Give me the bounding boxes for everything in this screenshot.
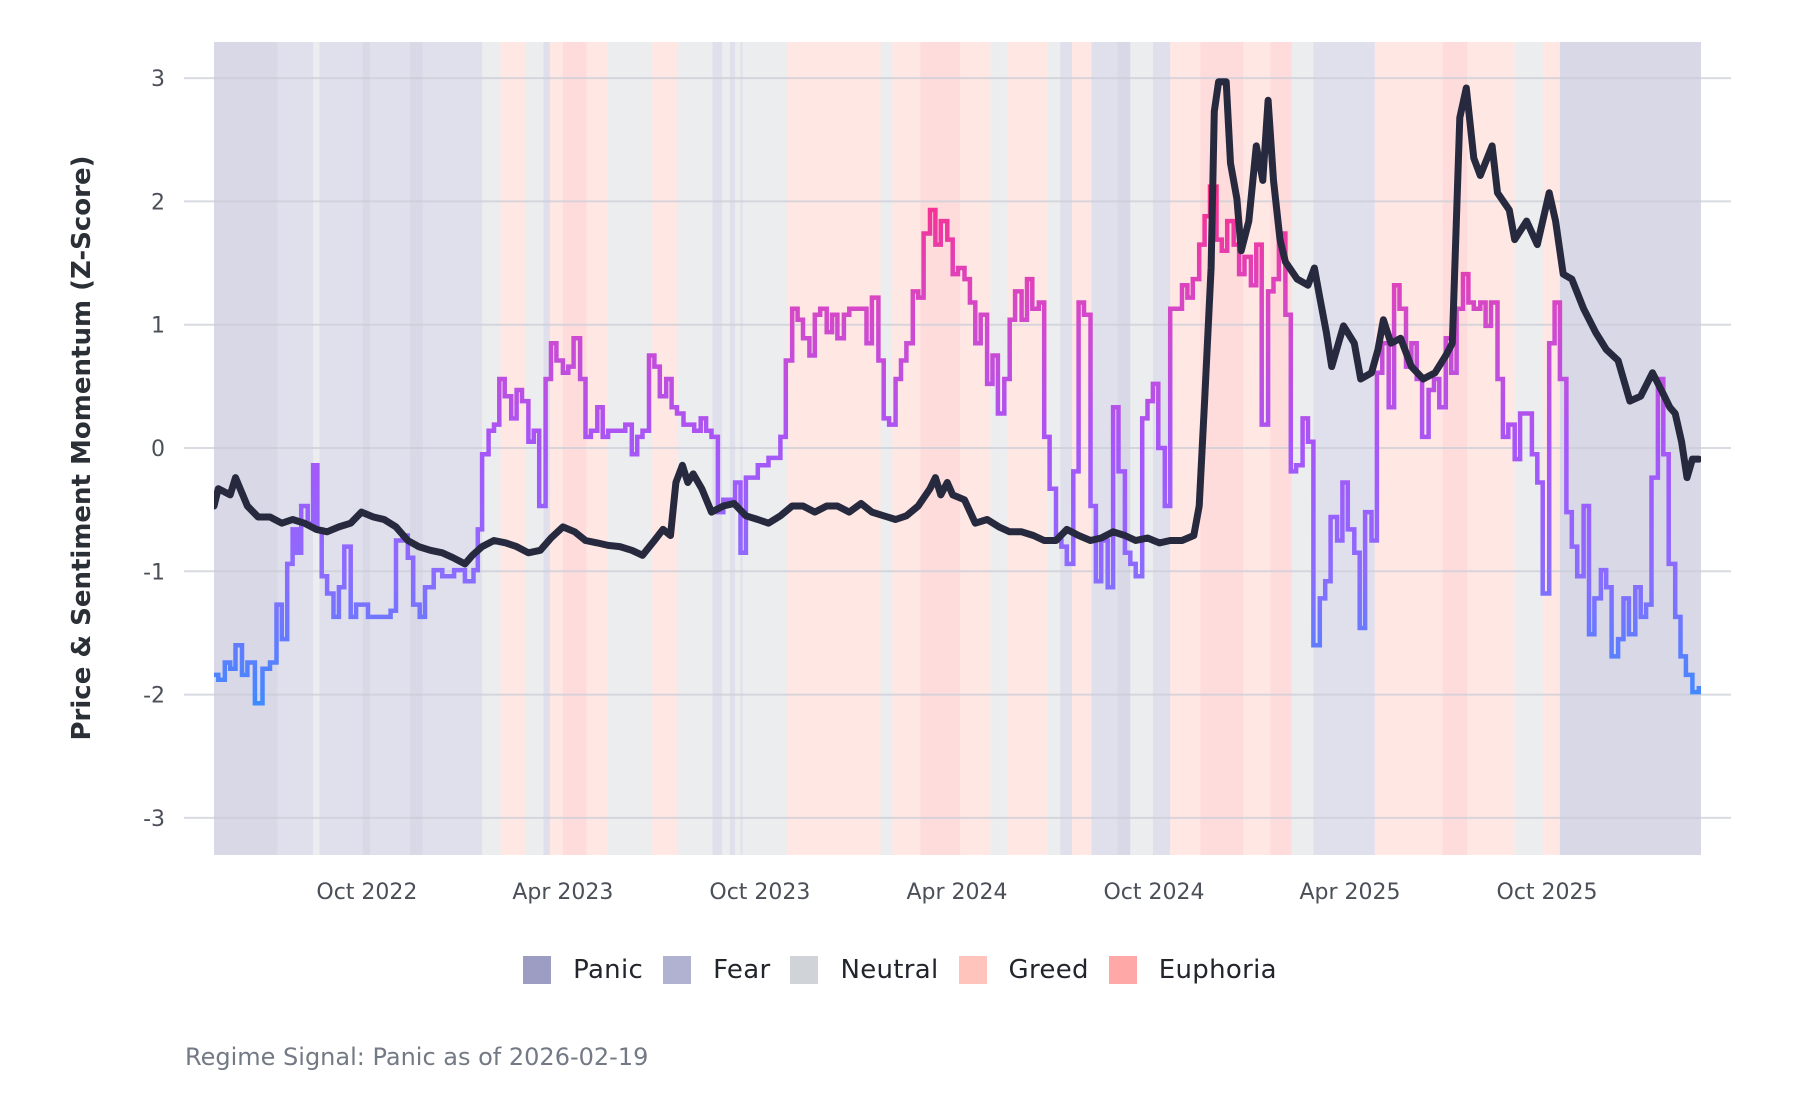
y-tick-label: 2: [151, 190, 165, 215]
y-tick-label: 3: [151, 67, 165, 92]
legend: Panic Fear Neutral Greed Euphoria: [0, 955, 1800, 985]
legend-swatch-neutral: [790, 956, 819, 984]
y-axis-title: Price & Sentiment Momentum (Z-Score): [67, 156, 97, 741]
x-tick-label: Apr 2025: [1299, 880, 1400, 905]
y-tick-label: -1: [143, 560, 165, 585]
legend-label-euphoria: Euphoria: [1158, 955, 1277, 985]
y-tick-label: 0: [151, 437, 165, 462]
legend-label-fear: Fear: [713, 955, 771, 985]
y-tick-label: -2: [143, 684, 165, 709]
y-tick-label: -3: [143, 807, 165, 832]
y-tick-label: 1: [151, 314, 165, 339]
legend-item-neutral: Neutral: [790, 955, 938, 985]
sentiment-momentum-line: [214, 184, 1701, 706]
legend-swatch-euphoria: [1108, 956, 1137, 984]
legend-label-neutral: Neutral: [840, 955, 939, 985]
legend-item-panic: Panic: [523, 955, 643, 985]
x-tick-label: Apr 2023: [512, 880, 613, 905]
legend-swatch-greed: [958, 956, 987, 984]
legend-item-greed: Greed: [958, 955, 1089, 985]
price-momentum-line: [214, 78, 1701, 568]
x-tick-label: Oct 2024: [1103, 880, 1204, 905]
x-tick-label: Oct 2023: [709, 880, 810, 905]
legend-swatch-panic: [523, 956, 552, 984]
legend-label-panic: Panic: [573, 955, 644, 985]
y-axis-ticks: 3 2 1 0 -1 -2 -3: [143, 67, 165, 832]
regime-signal-caption: Regime Signal: Panic as of 2026-02-19: [185, 1043, 649, 1071]
legend-item-euphoria: Euphoria: [1108, 955, 1277, 985]
legend-swatch-fear: [663, 956, 692, 984]
x-axis-ticks: Oct 2022 Apr 2023 Oct 2023 Apr 2024 Oct 2024…: [316, 880, 1597, 905]
legend-item-fear: Fear: [663, 955, 770, 985]
x-tick-label: Oct 2025: [1497, 880, 1598, 905]
legend-label-greed: Greed: [1008, 955, 1089, 985]
x-tick-label: Apr 2024: [906, 880, 1007, 905]
x-tick-label: Oct 2022: [316, 880, 417, 905]
